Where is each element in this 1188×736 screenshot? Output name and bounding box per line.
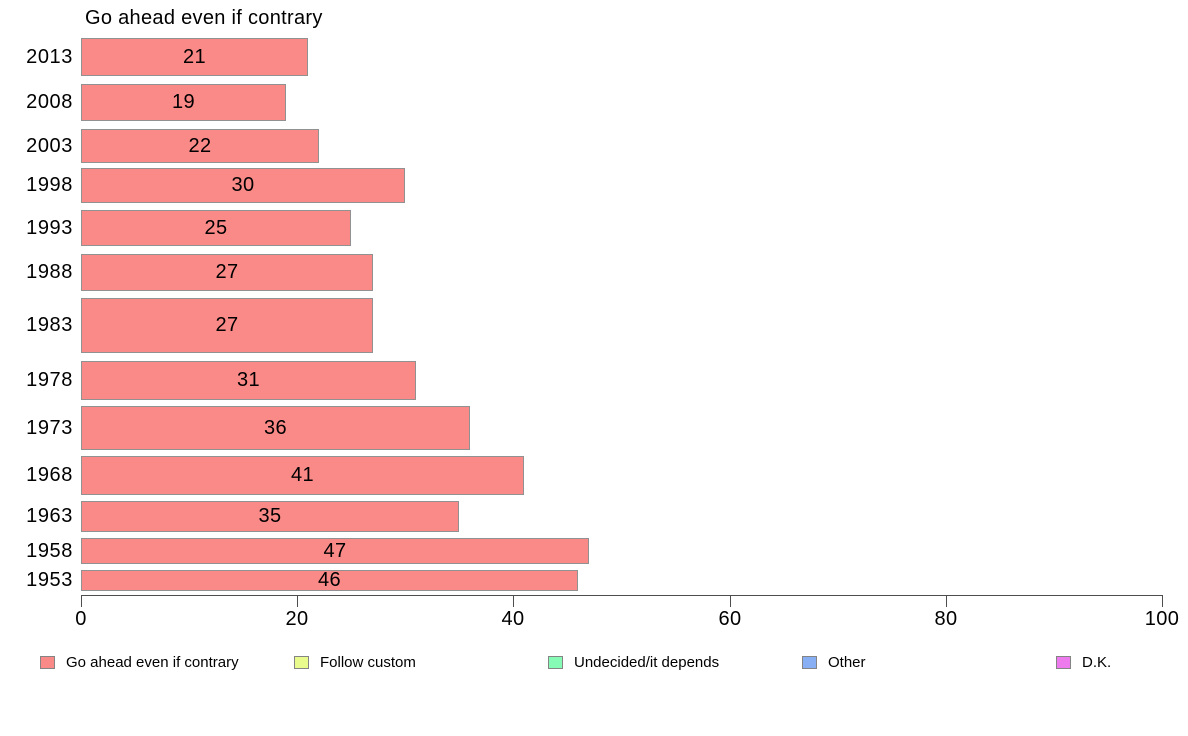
bar: 30 <box>81 168 405 203</box>
bar-value-label: 25 <box>204 216 228 239</box>
legend-item: Undecided/it depends <box>548 647 719 677</box>
x-axis-tick-label: 80 <box>934 608 958 630</box>
x-axis-tick <box>730 595 731 607</box>
bar: 25 <box>81 210 351 246</box>
bar-value-label: 31 <box>236 369 261 391</box>
bar-row: 1998 30 <box>0 168 1188 203</box>
y-axis-label: 1973 <box>26 416 73 439</box>
y-axis-label: 2013 <box>26 45 73 68</box>
legend-label: Go ahead even if contrary <box>66 653 239 671</box>
x-axis-tick-label: 40 <box>501 608 525 630</box>
y-axis-label: 1958 <box>26 539 73 562</box>
bar-row: 1988 27 <box>0 254 1188 291</box>
bar: 27 <box>81 254 373 291</box>
bar-row: 1968 41 <box>0 456 1188 495</box>
x-axis-tick-label: 0 <box>75 608 87 630</box>
legend-label: D.K. <box>1082 653 1112 671</box>
bar-value-label: 41 <box>290 464 315 486</box>
y-axis-label: 1978 <box>26 369 73 391</box>
legend-item: Other <box>802 647 866 677</box>
bar-row: 1973 36 <box>0 406 1188 450</box>
bar: 46 <box>81 569 578 591</box>
bar-value-label: 22 <box>188 134 212 157</box>
bar-value-label: 47 <box>323 539 347 562</box>
y-axis-label: 1998 <box>26 174 73 196</box>
x-axis-tick <box>513 595 514 607</box>
bar-value-label: 36 <box>263 416 288 439</box>
bar-row: 2008 19 <box>0 84 1188 121</box>
y-axis-label: 2003 <box>26 134 73 157</box>
y-axis-label: 1988 <box>26 261 73 283</box>
legend-label: Follow custom <box>320 653 416 671</box>
bar-value-label: 30 <box>231 174 255 196</box>
legend-item: D.K. <box>1056 647 1111 677</box>
x-axis-line <box>81 595 1162 596</box>
legend-label: Undecided/it depends <box>574 653 720 671</box>
legend: Go ahead even if contrary Follow custom Un… <box>0 647 1188 677</box>
y-axis-label: 1968 <box>26 464 73 486</box>
bar: 47 <box>81 538 589 564</box>
bar-row: 1983 27 <box>0 298 1188 353</box>
bar-value-label: 35 <box>258 505 282 527</box>
y-axis-label: 1983 <box>26 314 73 336</box>
chart-title: Go ahead even if contrary <box>85 7 323 29</box>
bar-row: 1953 46 <box>0 569 1188 591</box>
bar-value-label: 19 <box>171 91 196 113</box>
bar: 21 <box>81 38 308 76</box>
bar-row: 1978 31 <box>0 361 1188 400</box>
legend-swatch <box>802 655 817 669</box>
legend-swatch <box>548 655 563 669</box>
legend-item: Go ahead even if contrary <box>40 647 239 677</box>
bar: 19 <box>81 84 286 121</box>
x-axis-tick <box>1162 595 1163 607</box>
bar-value-label: 27 <box>215 314 239 336</box>
bar-row: 1993 25 <box>0 210 1188 246</box>
legend-item: Follow custom <box>294 647 416 677</box>
bar: 36 <box>81 406 470 450</box>
bar: 22 <box>81 129 319 163</box>
legend-swatch <box>294 655 309 669</box>
bar-row: 1958 47 <box>0 538 1188 564</box>
x-axis-tick-label: 20 <box>285 608 309 630</box>
legend-label: Other <box>828 653 866 671</box>
bar-value-label: 46 <box>317 569 342 591</box>
y-axis-label: 2008 <box>26 91 73 113</box>
x-axis-tick-label: 100 <box>1144 608 1180 630</box>
y-axis-label: 1953 <box>26 569 73 591</box>
x-axis-tick-label: 60 <box>718 608 742 630</box>
bar-value-label: 27 <box>215 261 239 283</box>
bar-row: 2003 22 <box>0 129 1188 163</box>
x-axis-tick <box>297 595 298 607</box>
bar: 31 <box>81 361 416 400</box>
x-axis-tick <box>81 595 82 607</box>
bar: 35 <box>81 501 459 532</box>
bar-value-label: 21 <box>182 45 207 68</box>
bar: 27 <box>81 298 373 353</box>
bar-row: 2013 21 <box>0 38 1188 76</box>
x-axis-tick <box>946 595 947 607</box>
y-axis-label: 1963 <box>26 505 73 527</box>
plot-area: 2013 21 2008 19 2003 22 1998 30 1993 25 1988 27 1983… <box>0 38 1188 630</box>
legend-swatch <box>1056 655 1071 669</box>
legend-swatch <box>40 655 55 669</box>
bar: 41 <box>81 456 524 495</box>
bar-row: 1963 35 <box>0 501 1188 532</box>
y-axis-label: 1993 <box>26 216 73 239</box>
